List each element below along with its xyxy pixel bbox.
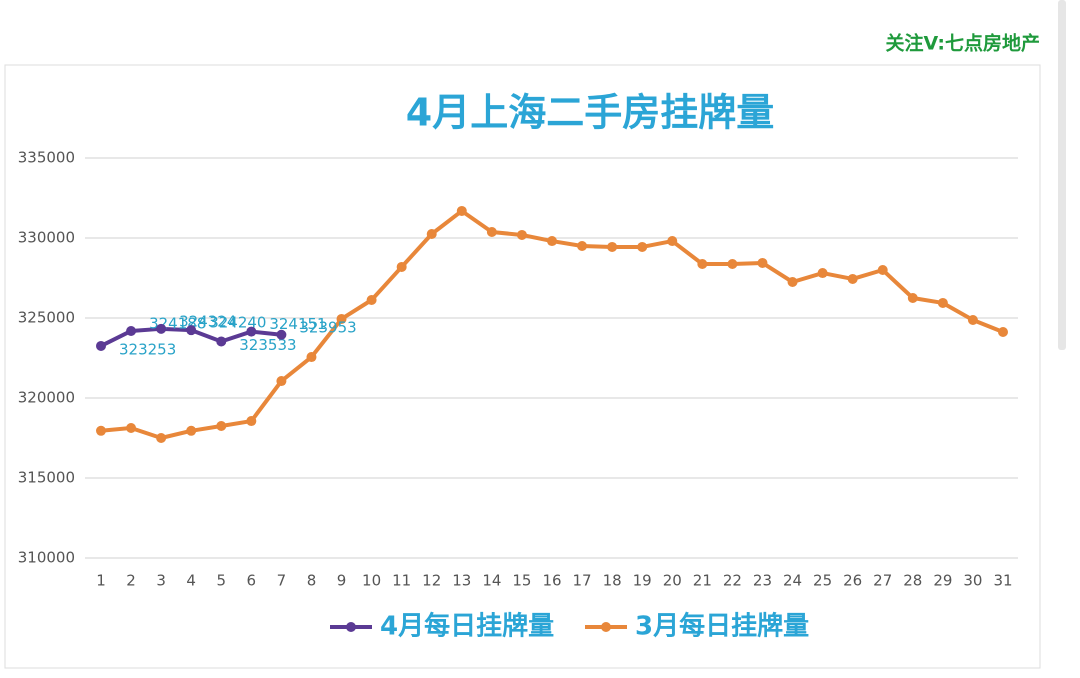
data-point xyxy=(877,265,888,275)
x-tick-label: 21 xyxy=(693,572,712,590)
data-point xyxy=(907,293,918,303)
data-point xyxy=(396,261,407,272)
x-tick-label: 20 xyxy=(663,572,682,590)
y-tick-label: 330000 xyxy=(18,229,75,247)
data-label: 323953 xyxy=(299,318,356,336)
data-point xyxy=(847,273,858,284)
data-point xyxy=(186,325,197,336)
data-point xyxy=(426,229,437,239)
x-tick-label: 25 xyxy=(813,572,832,590)
data-point xyxy=(577,241,588,251)
x-tick-label: 17 xyxy=(573,572,592,590)
x-tick-label: 7 xyxy=(277,572,287,590)
data-point xyxy=(366,295,377,305)
data-label: 323533 xyxy=(239,336,296,354)
data-point xyxy=(126,423,137,433)
legend-marker xyxy=(346,622,356,632)
y-tick-label: 320000 xyxy=(18,389,75,407)
data-point xyxy=(486,227,497,237)
x-tick-label: 18 xyxy=(603,572,622,590)
data-point xyxy=(998,327,1008,337)
data-point xyxy=(156,433,167,443)
x-tick-label: 2 xyxy=(126,572,136,590)
x-tick-label: 23 xyxy=(753,572,772,590)
y-tick-label: 325000 xyxy=(18,309,75,327)
x-tick-label: 31 xyxy=(993,572,1012,590)
legend-marker xyxy=(601,622,611,632)
data-point xyxy=(697,259,708,269)
data-point xyxy=(516,229,527,240)
x-tick-label: 1 xyxy=(96,572,106,590)
data-label: 323253 xyxy=(119,340,176,358)
data-point xyxy=(216,336,227,347)
data-point xyxy=(967,315,978,325)
data-point xyxy=(306,352,317,363)
data-point xyxy=(637,241,648,252)
data-point xyxy=(246,416,257,427)
data-label: 324151 xyxy=(269,315,326,333)
data-point xyxy=(96,425,106,436)
x-tick-label: 19 xyxy=(633,572,652,590)
data-point xyxy=(336,313,347,324)
legend-label: 3月每日挂牌量 xyxy=(635,611,809,642)
x-tick-label: 15 xyxy=(512,572,531,590)
data-point xyxy=(727,259,738,269)
legend-label: 4月每日挂牌量 xyxy=(380,611,554,642)
y-tick-label: 310000 xyxy=(18,549,75,567)
chart-frame xyxy=(4,64,1041,669)
data-point xyxy=(276,376,287,387)
data-point xyxy=(607,241,618,252)
x-tick-label: 22 xyxy=(723,572,742,590)
x-tick-label: 5 xyxy=(216,572,226,590)
x-tick-label: 11 xyxy=(392,572,411,590)
watermark: 关注V:七点房地产 xyxy=(886,32,1040,55)
data-point xyxy=(216,421,227,431)
x-tick-label: 27 xyxy=(873,572,892,590)
x-tick-label: 30 xyxy=(963,572,982,590)
scrollbar xyxy=(1058,0,1066,350)
x-tick-label: 9 xyxy=(337,572,347,590)
data-point xyxy=(156,323,167,334)
x-tick-label: 10 xyxy=(362,572,381,590)
x-tick-label: 6 xyxy=(247,572,257,590)
y-tick-label: 315000 xyxy=(18,469,75,487)
data-point xyxy=(937,297,948,308)
x-tick-label: 29 xyxy=(933,572,952,590)
data-point xyxy=(757,257,768,268)
x-tick-label: 16 xyxy=(542,572,561,590)
chart-title: 4月上海二手房挂牌量 xyxy=(406,91,774,135)
x-tick-label: 14 xyxy=(482,572,501,590)
data-point xyxy=(126,325,137,336)
data-point xyxy=(96,340,106,351)
data-point xyxy=(456,205,467,216)
data-point xyxy=(787,277,798,287)
y-tick-label: 335000 xyxy=(18,149,75,167)
data-point xyxy=(667,236,678,247)
x-tick-label: 12 xyxy=(422,572,441,590)
data-label: 324240 xyxy=(209,314,266,332)
x-tick-label: 3 xyxy=(156,572,166,590)
data-point xyxy=(817,268,828,279)
x-tick-label: 24 xyxy=(783,572,802,590)
x-tick-label: 28 xyxy=(903,572,922,590)
x-tick-label: 26 xyxy=(843,572,862,590)
data-point xyxy=(276,329,287,340)
x-tick-label: 4 xyxy=(186,572,196,590)
data-point xyxy=(186,425,197,436)
data-point xyxy=(246,326,257,337)
x-tick-label: 13 xyxy=(452,572,471,590)
data-point xyxy=(547,236,557,247)
x-tick-label: 8 xyxy=(307,572,317,590)
